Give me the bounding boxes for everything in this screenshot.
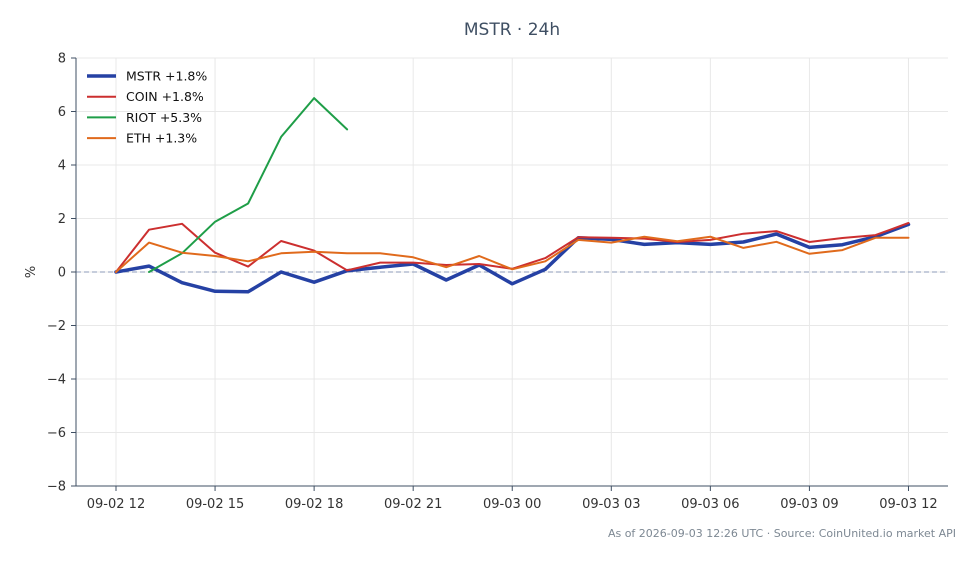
footer-note: As of 2026-09-03 12:26 UTC · Source: Coi… bbox=[607, 527, 956, 540]
x-tick-label: 09-03 00 bbox=[483, 497, 541, 512]
legend-label-eth: ETH +1.3% bbox=[126, 131, 197, 146]
series-line-mstr bbox=[114, 222, 911, 294]
y-tick-label: 6 bbox=[58, 105, 66, 120]
x-tick-label: 09-03 09 bbox=[780, 497, 838, 512]
x-tick-label: 09-02 21 bbox=[384, 497, 442, 512]
chart-title: MSTR · 24h bbox=[463, 20, 561, 40]
y-tick-label: 8 bbox=[58, 52, 66, 67]
legend-label-coin: COIN +1.8% bbox=[126, 89, 204, 104]
series-line-eth bbox=[115, 235, 910, 273]
legend-label-riot: RIOT +5.3% bbox=[126, 110, 202, 125]
series-layer bbox=[114, 97, 911, 294]
x-tick-label: 09-03 03 bbox=[582, 497, 640, 512]
legend-label-mstr: MSTR +1.8% bbox=[126, 69, 207, 84]
y-axis-label: % bbox=[24, 266, 39, 278]
y-tick-label: −2 bbox=[47, 319, 66, 334]
y-tick-label: 2 bbox=[58, 212, 66, 227]
y-tick-label: 4 bbox=[58, 159, 66, 174]
y-tick-label: −4 bbox=[47, 373, 66, 388]
y-tick-label: 0 bbox=[58, 266, 66, 281]
x-tick-label: 09-02 12 bbox=[87, 497, 145, 512]
x-tick-label: 09-02 18 bbox=[285, 497, 343, 512]
y-tick-label: −8 bbox=[47, 480, 66, 495]
x-tick-label: 09-03 12 bbox=[879, 497, 937, 512]
axes-layer: −8 −6 −4 −2 0 2 4 6 8 09-02 12 09-02 15 09-02 18 09-… bbox=[24, 52, 948, 512]
y-tick-label: −6 bbox=[47, 426, 66, 441]
x-tick-label: 09-02 15 bbox=[186, 497, 244, 512]
x-tick-label: 09-03 06 bbox=[681, 497, 739, 512]
legend: MSTR +1.8% COIN +1.8% RIOT +5.3% ETH +1.3% bbox=[87, 69, 207, 146]
